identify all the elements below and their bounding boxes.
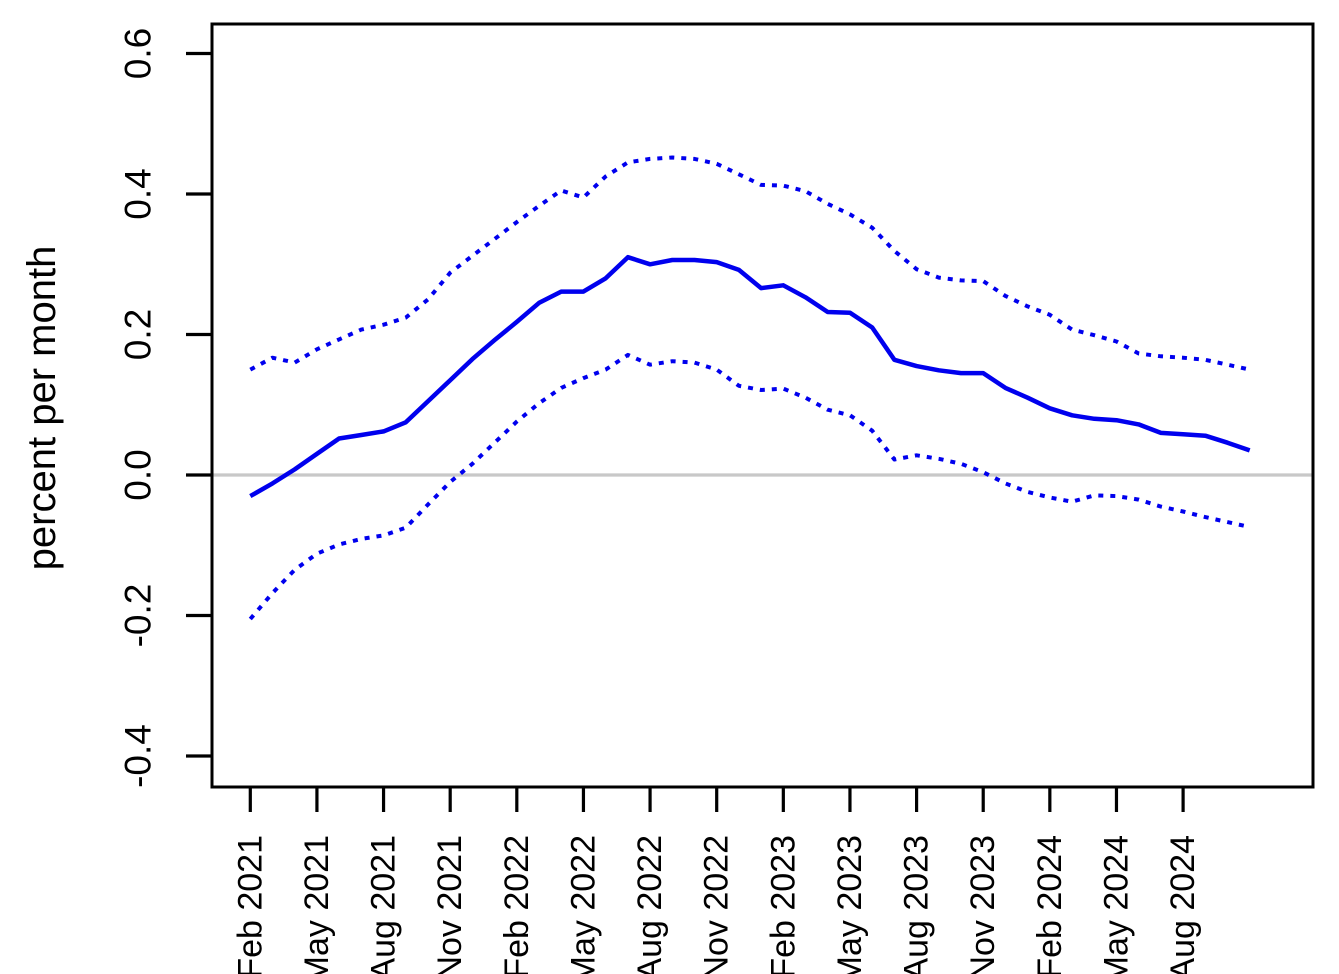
y-axis-label: percent per month <box>20 246 64 571</box>
x-axis-tick-label: Nov 2023 <box>964 835 1002 974</box>
x-axis-tick-label: May 2022 <box>564 835 602 974</box>
y-axis-tick-label: 0.0 <box>118 449 159 500</box>
y-axis-tick-label: -0.2 <box>118 584 159 648</box>
x-axis-tick-label: Aug 2022 <box>631 835 669 974</box>
y-axis-tick-label: 0.4 <box>118 168 159 219</box>
trend-line <box>249 254 1251 499</box>
y-axis-tick-label: 0.6 <box>118 28 159 79</box>
upper-confidence-band <box>249 155 1251 372</box>
x-axis-tick-label: Feb 2021 <box>231 835 269 974</box>
x-axis-tick-label: Aug 2024 <box>1164 835 1202 974</box>
x-axis-tick-label: Aug 2023 <box>898 835 936 974</box>
y-axis-tick-label: 0.2 <box>118 309 159 360</box>
x-axis-tick-label: Aug 2021 <box>365 835 403 974</box>
x-axis-tick-label: Feb 2022 <box>498 835 536 974</box>
y-axis-tick-label: -0.4 <box>118 724 159 788</box>
x-axis-tick-label: Nov 2022 <box>698 835 736 974</box>
x-axis-tick-label: May 2024 <box>1097 835 1135 974</box>
x-axis-tick-label: Feb 2024 <box>1031 835 1069 974</box>
x-axis-tick-label: May 2021 <box>298 835 336 974</box>
x-axis-tick-label: Feb 2023 <box>764 835 802 974</box>
plot-box <box>210 22 1315 789</box>
x-axis-tick-label: May 2023 <box>831 835 869 974</box>
lower-confidence-band <box>248 352 1251 621</box>
x-axis-tick-label: Nov 2021 <box>431 835 469 974</box>
